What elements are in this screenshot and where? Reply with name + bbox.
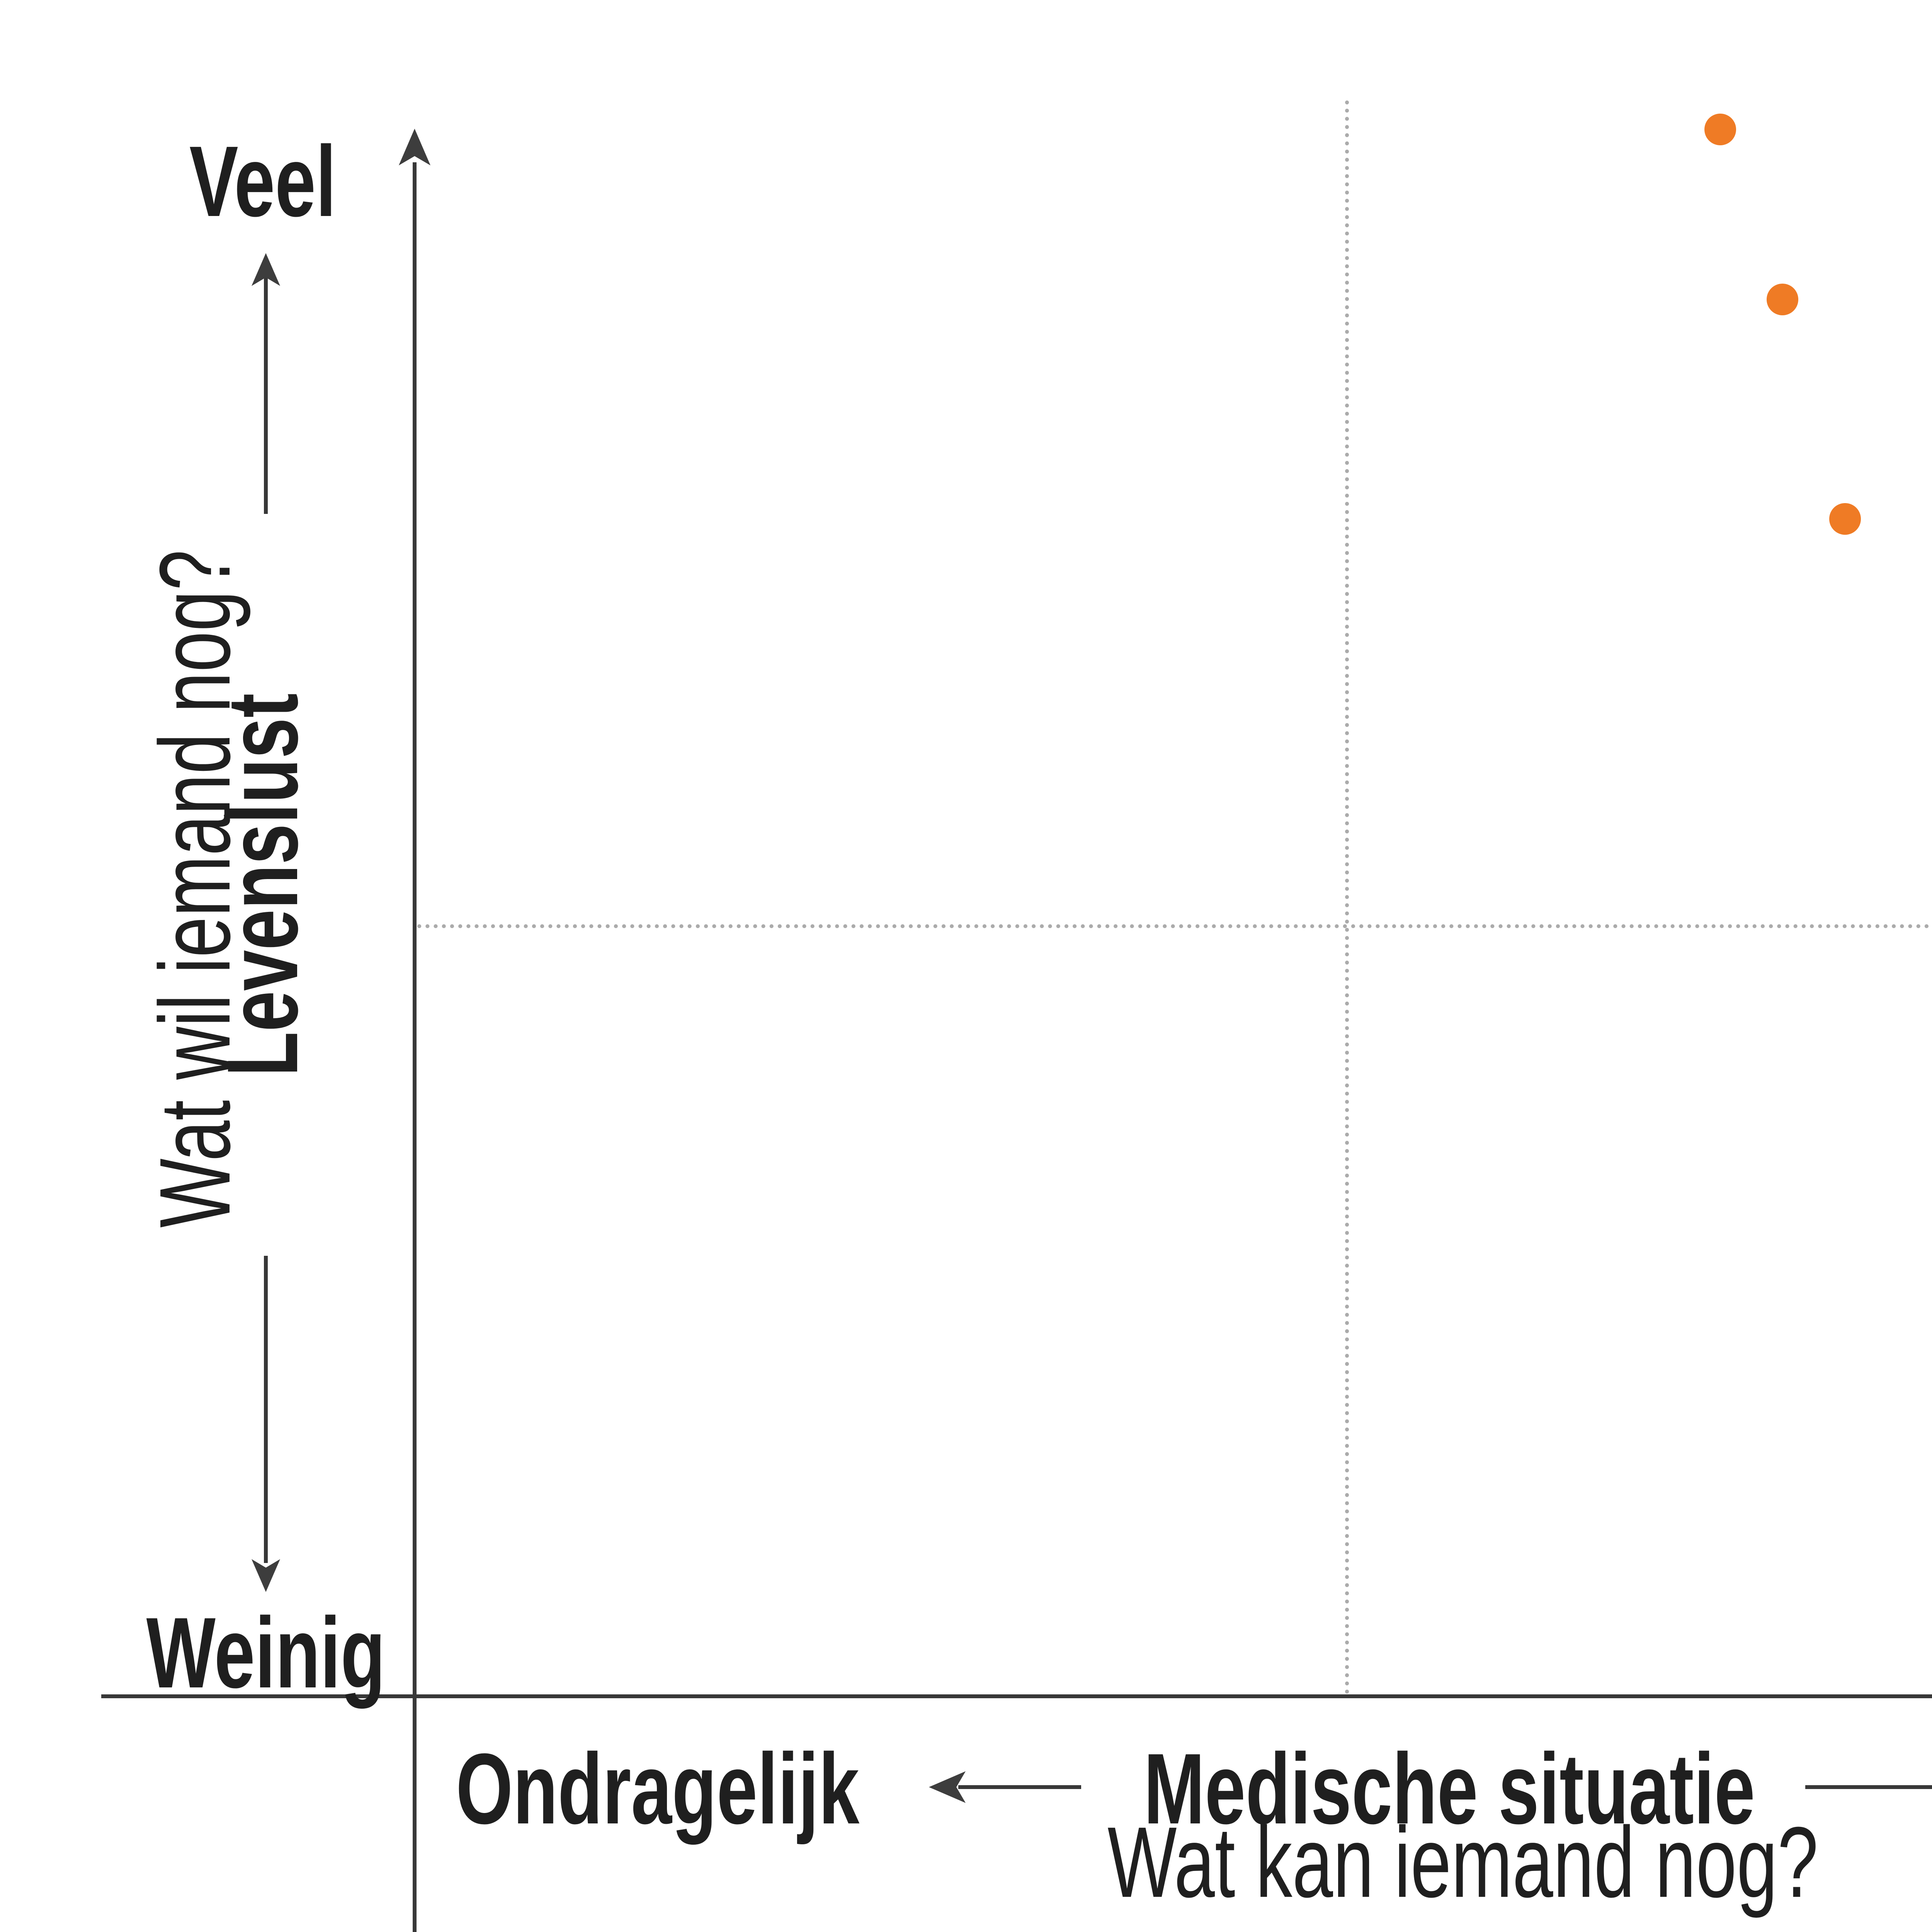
- data-point: [1704, 114, 1736, 145]
- x-axis-subtitle: Wat kan iemand nog?: [1107, 1806, 1818, 1918]
- y-axis-arrowhead-icon: [399, 129, 430, 165]
- data-point: [1767, 284, 1798, 315]
- data-points-layer: [1704, 114, 1861, 535]
- y-axis-title: Levenslust: [207, 693, 319, 1077]
- arrow-left-icon: [929, 1771, 966, 1803]
- x-axis-min-label: Ondragelijk: [456, 1733, 860, 1845]
- arrow-down-icon: [252, 1559, 280, 1592]
- data-point: [1829, 503, 1861, 535]
- y-axis-max-label: Veel: [189, 126, 336, 238]
- arrow-up-icon: [252, 253, 280, 286]
- y-axis-min-label: Weinig: [146, 1597, 386, 1709]
- x-axis-title: Medische situatie: [1143, 1733, 1755, 1845]
